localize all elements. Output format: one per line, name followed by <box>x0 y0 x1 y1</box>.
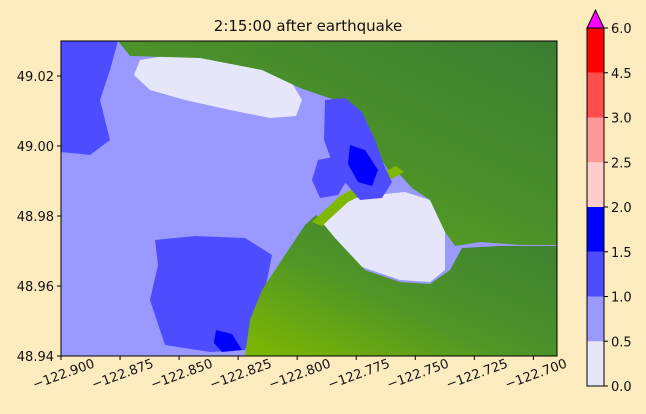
water-channel-left <box>312 156 350 198</box>
colorbar-segment <box>587 162 604 207</box>
colorbar-tick-label: 6.0 <box>611 22 632 37</box>
chart-title: 2:15:00 after earthquake <box>214 17 402 35</box>
colorbar-tick-label: 4.5 <box>611 67 632 82</box>
colorbar-segment <box>587 117 604 163</box>
x-tick-label: −122.725 <box>444 357 510 393</box>
colorbar-segment <box>587 296 604 342</box>
colorbar-tick-label: 1.0 <box>611 291 632 306</box>
x-tick-label: −122.825 <box>208 357 274 393</box>
colorbar-tick-label: 0.5 <box>611 335 632 350</box>
water-spot-deep <box>214 330 242 352</box>
x-tick-label: −122.700 <box>503 357 569 393</box>
colorbar-tick-label: 3.0 <box>611 112 632 127</box>
axes-frame <box>60 40 558 357</box>
water-band-light-north <box>134 55 302 118</box>
colorbar-extend-arrow <box>586 8 605 29</box>
colorbar-tick-label: 2.0 <box>611 201 632 216</box>
colorbar-segment <box>587 207 604 252</box>
y-tick-label: 48.94 <box>17 350 54 365</box>
colorbar-tick-label: 2.5 <box>611 156 632 171</box>
y-tick-label: 49.00 <box>17 140 54 155</box>
land-south <box>245 215 557 356</box>
colorbar-segment <box>587 72 604 118</box>
colorbar-segment <box>587 341 604 386</box>
y-tick-label: 48.96 <box>17 280 54 295</box>
x-tick-label: −122.850 <box>149 357 215 393</box>
water-band-left <box>61 41 118 155</box>
y-tick-label: 49.02 <box>17 70 54 85</box>
map-panel <box>61 41 557 356</box>
y-tick-label: 48.98 <box>17 210 54 225</box>
water-band-bay <box>150 236 272 352</box>
colorbar-segment <box>587 28 604 73</box>
colorbar-segment <box>587 251 604 297</box>
x-tick-label: −122.775 <box>326 357 392 393</box>
x-axis: −122.900−122.875−122.850−122.825−122.800… <box>31 356 569 393</box>
x-tick-label: −122.800 <box>267 357 333 393</box>
land-north <box>118 41 557 246</box>
y-axis: 49.02 49.00 48.98 48.96 48.94 <box>17 70 61 365</box>
colorbar-tick-label: 1.5 <box>611 246 632 261</box>
water-spot-center <box>348 145 378 186</box>
x-tick-label: −122.750 <box>385 357 451 393</box>
colorbar-tick-label: 0.0 <box>611 380 632 395</box>
x-tick-label: −122.875 <box>90 357 156 393</box>
colorbar: 0.0 0.5 1.0 1.5 2.0 2.5 3.0 4.5 6.0 <box>586 8 632 395</box>
